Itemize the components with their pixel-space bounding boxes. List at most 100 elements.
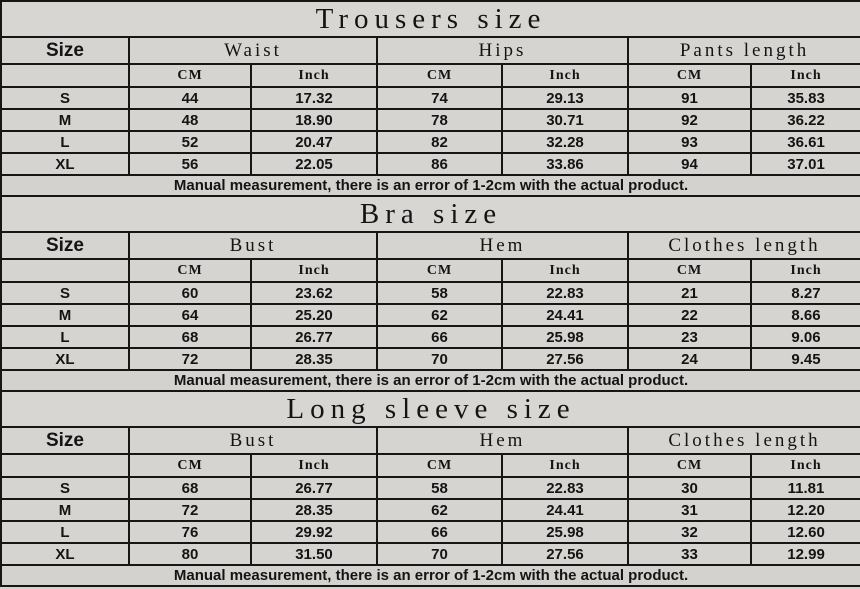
table-row: M 48 18.90 78 30.71 92 36.22 bbox=[0, 108, 860, 132]
column-group-bust: Bust bbox=[128, 426, 378, 455]
measurement-cell: 52 bbox=[128, 130, 252, 154]
measurement-cell: 31 bbox=[627, 498, 752, 522]
table-row: M 64 25.20 62 24.41 22 8.66 bbox=[0, 303, 860, 327]
measurement-cell: 70 bbox=[376, 347, 503, 371]
measurement-cell: 8.66 bbox=[749, 303, 860, 327]
unit-header-cm: CM bbox=[376, 453, 503, 478]
measurement-cell: 20.47 bbox=[250, 130, 378, 154]
measurement-cell: 70 bbox=[376, 542, 503, 566]
measurement-cell: 22.83 bbox=[501, 476, 629, 500]
unit-header-cm: CM bbox=[627, 453, 752, 478]
table-row: S 44 17.32 74 29.13 91 35.83 bbox=[0, 86, 860, 110]
unit-header-inch: Inch bbox=[250, 453, 378, 478]
measurement-cell: 22.05 bbox=[250, 152, 378, 176]
size-label-cell: S bbox=[0, 281, 130, 305]
column-group-bust: Bust bbox=[128, 231, 378, 260]
measurement-cell: 30 bbox=[627, 476, 752, 500]
measurement-cell: 58 bbox=[376, 281, 503, 305]
column-group-hem: Hem bbox=[376, 426, 629, 455]
size-label-cell: XL bbox=[0, 347, 130, 371]
measurement-cell: 68 bbox=[128, 325, 252, 349]
measurement-note: Manual measurement, there is an error of… bbox=[0, 174, 860, 197]
size-column-header: Size bbox=[0, 426, 130, 455]
table-row: XL 56 22.05 86 33.86 94 37.01 bbox=[0, 152, 860, 176]
table-row: M 72 28.35 62 24.41 31 12.20 bbox=[0, 498, 860, 522]
measurement-cell: 17.32 bbox=[250, 86, 378, 110]
unit-header-inch: Inch bbox=[250, 63, 378, 88]
size-label-cell: L bbox=[0, 325, 130, 349]
measurement-cell: 11.81 bbox=[749, 476, 860, 500]
unit-header-cm: CM bbox=[627, 63, 752, 88]
measurement-cell: 78 bbox=[376, 108, 503, 132]
measurement-cell: 32.28 bbox=[501, 130, 629, 154]
measurement-cell: 27.56 bbox=[501, 347, 629, 371]
measurement-cell: 64 bbox=[128, 303, 252, 327]
size-label-cell: S bbox=[0, 86, 130, 110]
unit-header-inch: Inch bbox=[501, 63, 629, 88]
unit-header-inch: Inch bbox=[250, 258, 378, 283]
measurement-cell: 60 bbox=[128, 281, 252, 305]
measurement-cell: 25.98 bbox=[501, 325, 629, 349]
table-row: L 76 29.92 66 25.98 32 12.60 bbox=[0, 520, 860, 544]
measurement-cell: 56 bbox=[128, 152, 252, 176]
measurement-cell: 91 bbox=[627, 86, 752, 110]
measurement-cell: 36.61 bbox=[749, 130, 860, 154]
column-group-hem: Hem bbox=[376, 231, 629, 260]
unit-header-cm: CM bbox=[128, 453, 252, 478]
measurement-cell: 80 bbox=[128, 542, 252, 566]
measurement-cell: 66 bbox=[376, 325, 503, 349]
table-row: S 60 23.62 58 22.83 21 8.27 bbox=[0, 281, 860, 305]
size-column-header: Size bbox=[0, 36, 130, 65]
measurement-cell: 12.60 bbox=[749, 520, 860, 544]
measurement-cell: 86 bbox=[376, 152, 503, 176]
unit-header-inch: Inch bbox=[749, 63, 860, 88]
measurement-cell: 37.01 bbox=[749, 152, 860, 176]
size-label-cell: M bbox=[0, 303, 130, 327]
column-group-clothes-length: Clothes length bbox=[626, 231, 860, 260]
measurement-cell: 23 bbox=[627, 325, 752, 349]
table-row: XL 80 31.50 70 27.56 33 12.99 bbox=[0, 542, 860, 566]
size-label-cell: L bbox=[0, 130, 130, 154]
measurement-cell: 9.45 bbox=[749, 347, 860, 371]
measurement-cell: 30.71 bbox=[501, 108, 629, 132]
measurement-cell: 25.98 bbox=[501, 520, 629, 544]
measurement-cell: 28.35 bbox=[250, 498, 378, 522]
section-title-bra: Bra size bbox=[0, 195, 860, 233]
table-row: XL 72 28.35 70 27.56 24 9.45 bbox=[0, 347, 860, 371]
empty-cell bbox=[0, 453, 130, 478]
trousers-size-section: Trousers size Size Waist Hips Pants leng… bbox=[0, 0, 860, 197]
measurement-cell: 68 bbox=[128, 476, 252, 500]
measurement-cell: 9.06 bbox=[749, 325, 860, 349]
unit-header-inch: Inch bbox=[749, 453, 860, 478]
size-label-cell: M bbox=[0, 108, 130, 132]
measurement-cell: 35.83 bbox=[749, 86, 860, 110]
size-label-cell: L bbox=[0, 520, 130, 544]
measurement-cell: 58 bbox=[376, 476, 503, 500]
measurement-cell: 26.77 bbox=[250, 325, 378, 349]
unit-header-inch: Inch bbox=[501, 453, 629, 478]
column-group-pants-length: Pants length bbox=[626, 36, 860, 65]
measurement-cell: 62 bbox=[376, 303, 503, 327]
measurement-cell: 29.13 bbox=[501, 86, 629, 110]
measurement-note: Manual measurement, there is an error of… bbox=[0, 564, 860, 587]
measurement-cell: 25.20 bbox=[250, 303, 378, 327]
measurement-cell: 24.41 bbox=[501, 498, 629, 522]
measurement-note: Manual measurement, there is an error of… bbox=[0, 369, 860, 392]
measurement-cell: 72 bbox=[128, 498, 252, 522]
measurement-cell: 12.99 bbox=[749, 542, 860, 566]
unit-header-cm: CM bbox=[627, 258, 752, 283]
unit-header-inch: Inch bbox=[501, 258, 629, 283]
measurement-cell: 23.62 bbox=[250, 281, 378, 305]
measurement-cell: 31.50 bbox=[250, 542, 378, 566]
long-sleeve-size-section: Long sleeve size Size Bust Hem Clothes l… bbox=[0, 390, 860, 587]
measurement-cell: 28.35 bbox=[250, 347, 378, 371]
measurement-cell: 92 bbox=[627, 108, 752, 132]
measurement-cell: 32 bbox=[627, 520, 752, 544]
bra-size-section: Bra size Size Bust Hem Clothes length CM… bbox=[0, 195, 860, 392]
measurement-cell: 24.41 bbox=[501, 303, 629, 327]
size-label-cell: XL bbox=[0, 542, 130, 566]
measurement-cell: 24 bbox=[627, 347, 752, 371]
measurement-cell: 18.90 bbox=[250, 108, 378, 132]
measurement-cell: 66 bbox=[376, 520, 503, 544]
